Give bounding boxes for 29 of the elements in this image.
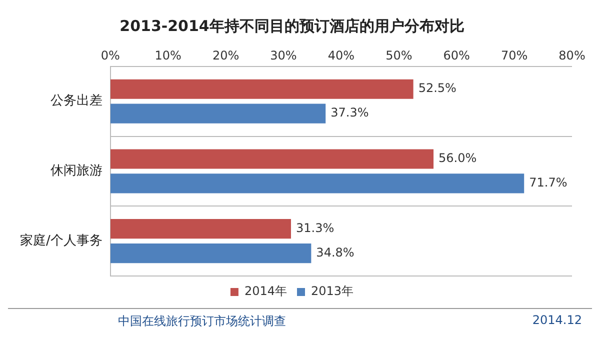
x-tick-label: 80% — [558, 48, 586, 62]
bar — [110, 104, 326, 124]
x-tick-label: 30% — [270, 48, 297, 62]
data-label: 56.0% — [438, 151, 477, 166]
x-tick-label: 50% — [386, 48, 412, 62]
bar — [110, 219, 291, 239]
data-label: 71.7% — [529, 176, 568, 190]
x-tick-label: 10% — [154, 48, 182, 62]
x-tick-label: 40% — [328, 48, 355, 62]
text: 2014.12 — [532, 313, 582, 329]
chart-title: 2013-2014年持不同目的预订酒店的用户分布对比 — [120, 16, 464, 35]
x-tick-label: 0% — [100, 48, 120, 62]
bar — [110, 244, 312, 264]
x-tick-label: 60% — [443, 48, 470, 62]
x-tick-label: 20% — [212, 48, 240, 62]
y-tick-label: 休闲旅游 — [50, 164, 102, 179]
bar — [110, 174, 524, 194]
x-tick-label: 70% — [500, 48, 528, 62]
legend-label: 2014年 — [244, 284, 288, 298]
legend-label: 2013年 — [311, 284, 354, 298]
text: 中国在线旅行预订市场统计调查 — [118, 313, 286, 330]
y-tick-label: 公务出差 — [50, 94, 102, 109]
data-label: 31.3% — [296, 220, 334, 235]
data-label: 52.5% — [418, 81, 456, 96]
y-tick-label: 家庭/个人事务 — [20, 232, 102, 248]
data-label: 37.3% — [330, 106, 369, 120]
bar — [110, 149, 434, 169]
data-label: 34.8% — [316, 245, 354, 260]
bar — [110, 79, 414, 99]
